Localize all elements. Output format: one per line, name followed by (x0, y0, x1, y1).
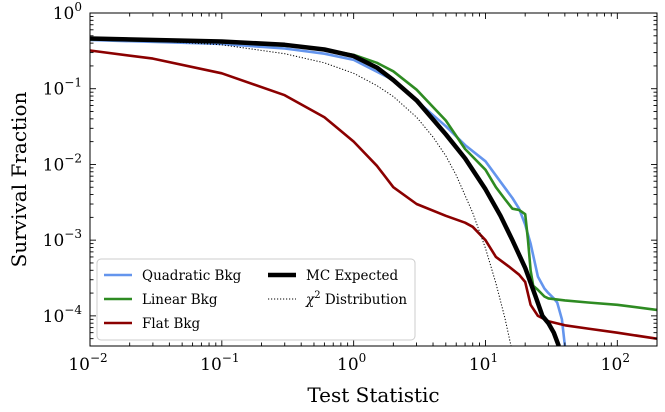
x-tick-label: 101 (469, 351, 498, 375)
legend-label: Linear Bkg (142, 292, 218, 308)
series-layer (90, 36, 657, 346)
legend-label: Quadratic Bkg (142, 268, 242, 284)
series-line-distribution (90, 38, 512, 346)
y-axis-label: Survival Fraction (7, 92, 31, 268)
legend-label: χ2 Distribution (305, 290, 407, 308)
plot-frame (89, 12, 658, 347)
legend-box (96, 258, 416, 341)
y-tick-label: 10−2 (43, 151, 82, 175)
x-axis-label: Test Statistic (307, 383, 439, 407)
y-tick-label: 10−4 (43, 303, 83, 327)
series-line-flat-bkg (90, 49, 657, 340)
y-tick-label: 10−3 (43, 227, 82, 251)
ticks-layer (89, 12, 658, 347)
x-tick-label: 100 (337, 351, 366, 375)
series-line-mc-expected (90, 36, 561, 346)
legend: Quadratic Bkg Linear Bkg Flat Bkg MC Expect… (96, 258, 416, 341)
series-line-quadratic-bkg (90, 38, 567, 346)
tick-labels: 10−2 10−1 100 101 102 10−4 10−3 10−2 10−1 100 (43, 0, 630, 375)
legend-label: MC Expected (306, 268, 399, 284)
legend-label: Flat Bkg (142, 316, 201, 332)
x-tick-label: 102 (601, 351, 630, 375)
y-tick-label: 10−1 (43, 76, 82, 100)
x-tick-label: 10−1 (200, 351, 239, 375)
x-tick-label: 10−2 (68, 351, 107, 375)
y-tick-label: 100 (53, 0, 82, 24)
